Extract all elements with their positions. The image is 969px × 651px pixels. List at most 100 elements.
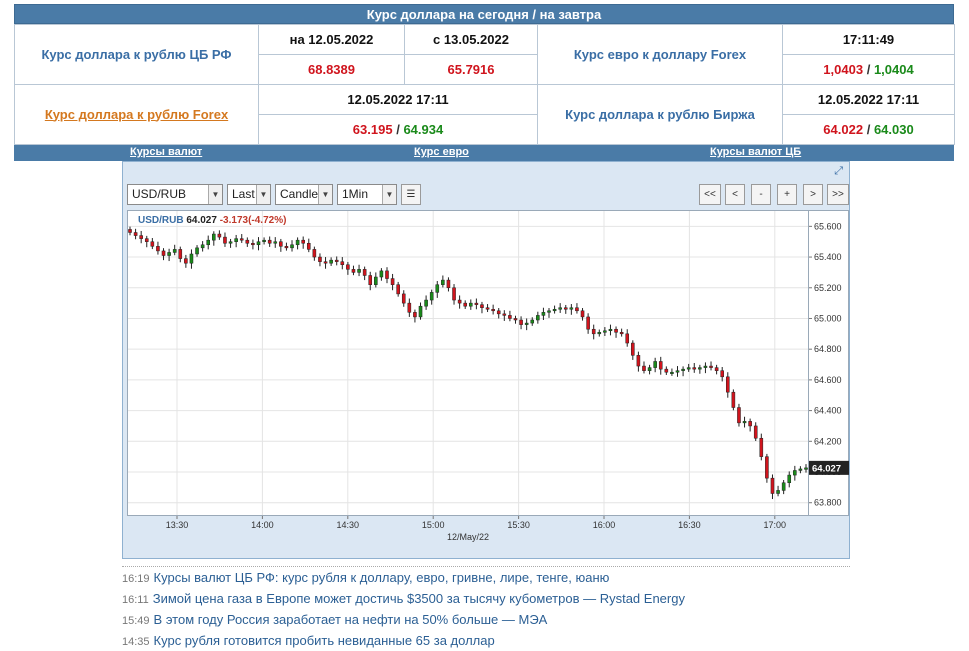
candle-body — [413, 312, 417, 318]
candle-body — [167, 252, 171, 256]
candle-body — [184, 258, 188, 264]
candle-body — [457, 299, 462, 304]
chart-widget: ⤢ USD/RUB ▼ Last ▼ Candle ▼ 1Min ▼ ☰ << < - … — [122, 161, 850, 559]
candle-body — [200, 244, 205, 249]
candle-body — [312, 249, 317, 258]
candle-body — [670, 371, 674, 374]
zoom-in-button[interactable]: + — [777, 184, 797, 205]
candle-body — [597, 332, 602, 335]
candle-body — [770, 477, 775, 494]
candle-body — [469, 302, 473, 307]
candle-body — [223, 236, 227, 244]
candle-body — [340, 261, 345, 265]
legend-last: 64.027 — [186, 215, 217, 226]
news-headline[interactable]: В этом году Россия заработает на нефти н… — [153, 612, 548, 627]
candle-body — [608, 328, 613, 332]
candle-body — [748, 421, 752, 427]
candlestick-chart — [128, 211, 808, 515]
candle-body — [491, 309, 495, 312]
candle-body — [357, 269, 361, 273]
candle-body — [390, 278, 395, 285]
news-item[interactable]: 15:49 В этом году Россия заработает на не… — [122, 609, 850, 630]
news-item[interactable]: 16:11 Зимой цена газа в Европе может дост… — [122, 588, 850, 609]
nav-prev-button[interactable]: < — [725, 184, 745, 205]
candle-body — [759, 437, 764, 457]
candle-body — [144, 238, 149, 242]
candle-body — [329, 259, 333, 264]
candle-body — [703, 365, 708, 368]
nav-next-button[interactable]: > — [803, 184, 823, 205]
y-tick-label: 64.200 — [814, 436, 842, 446]
candle-body — [379, 270, 384, 278]
candle-body — [753, 425, 758, 439]
chart-type-select[interactable]: Candle ▼ — [275, 184, 333, 205]
nav-first-button[interactable]: << — [699, 184, 721, 205]
candle-body — [647, 367, 652, 371]
interval-select[interactable]: 1Min ▼ — [337, 184, 397, 205]
tab-euro-rate[interactable]: Курс евро — [414, 146, 469, 158]
news-item[interactable]: 14:35 Курс рубля готовится пробить невида… — [122, 630, 850, 651]
news-headline[interactable]: Курс рубля готовится пробить невиданные … — [153, 633, 495, 648]
candle-body — [530, 319, 535, 324]
candle-body — [189, 253, 194, 264]
cb-rub-label: Курс доллара к рублю ЦБ РФ — [14, 24, 259, 85]
candle-body — [256, 241, 261, 246]
list-icon: ☰ — [406, 189, 416, 200]
forex-rub-label[interactable]: Курс доллара к рублю Forex — [14, 84, 259, 145]
candle-body — [625, 333, 630, 344]
cb-date-tomorrow: с 13.05.2022 — [404, 24, 538, 55]
candle-body — [368, 275, 373, 285]
candle-body — [452, 287, 456, 301]
x-axis: 13:30 14:00 14:30 15:00 15:30 16:00 16:30 17:00 — [127, 516, 809, 532]
candle-body — [720, 370, 724, 378]
candle-body — [323, 261, 328, 264]
expand-icon[interactable]: ⤢ — [834, 165, 843, 177]
zoom-out-button[interactable]: - — [751, 184, 771, 205]
news-headline[interactable]: Курсы валют ЦБ РФ: курс рубля к доллару,… — [153, 570, 610, 585]
candle-body — [524, 322, 529, 325]
candle-body — [161, 250, 166, 256]
news-list: 16:19 Курсы валют ЦБ РФ: курс рубля к дол… — [122, 566, 850, 651]
candle-body — [781, 482, 786, 491]
candle-body — [776, 490, 780, 494]
candle-body — [351, 269, 356, 273]
chart-plot-area[interactable]: USD/RUB 64.027 -3.173(-4.72%) — [127, 210, 809, 516]
news-headline[interactable]: Зимой цена газа в Европе может достичь $… — [152, 591, 685, 606]
forex-rub-link[interactable]: Курс доллара к рублю Forex — [44, 106, 229, 122]
candle-body — [139, 235, 143, 239]
birzha-time: 12.05.2022 17:11 — [782, 84, 955, 115]
candle-body — [681, 368, 685, 371]
x-tick-label: 13:30 — [166, 520, 189, 530]
candle-body — [290, 244, 294, 249]
last-price-label: 64.027 — [812, 463, 841, 474]
candle-body — [793, 470, 797, 476]
nav-last-button[interactable]: >> — [827, 184, 849, 205]
candle-body — [698, 367, 702, 370]
candle-body — [424, 299, 428, 307]
news-item[interactable]: 16:19 Курсы валют ЦБ РФ: курс рубля к дол… — [122, 567, 850, 588]
candle-body — [251, 242, 255, 246]
candle-body — [362, 269, 367, 276]
candle-body — [385, 270, 389, 279]
candle-body — [653, 361, 657, 368]
eur-usd-time: 17:11:49 — [782, 24, 955, 55]
price-type-select[interactable]: Last ▼ — [227, 184, 271, 205]
settings-button[interactable]: ☰ — [401, 184, 421, 205]
x-tick-label: 15:00 — [422, 520, 445, 530]
tab-cb-rates[interactable]: Курсы валют ЦБ — [710, 146, 802, 158]
candle-body — [619, 332, 624, 335]
tab-currency-rates[interactable]: Курсы валют — [130, 146, 203, 158]
candle-body — [580, 310, 585, 318]
y-tick-label: 64.800 — [814, 344, 842, 354]
candle-body — [513, 318, 518, 321]
eur-usd-label: Курс евро к доллару Forex — [537, 24, 783, 85]
symbol-select[interactable]: USD/RUB ▼ — [127, 184, 223, 205]
x-tick-label: 15:30 — [507, 520, 530, 530]
x-tick-label: 14:30 — [337, 520, 360, 530]
candle-body — [435, 284, 440, 293]
x-axis-date: 12/May/22 — [446, 532, 490, 542]
candle-body — [150, 241, 155, 247]
birzha-quote: 64.022 / 64.030 — [782, 114, 955, 145]
y-tick-label: 63.800 — [814, 498, 842, 508]
birzha-rub-label: Курс доллара к рублю Биржа — [537, 84, 783, 145]
